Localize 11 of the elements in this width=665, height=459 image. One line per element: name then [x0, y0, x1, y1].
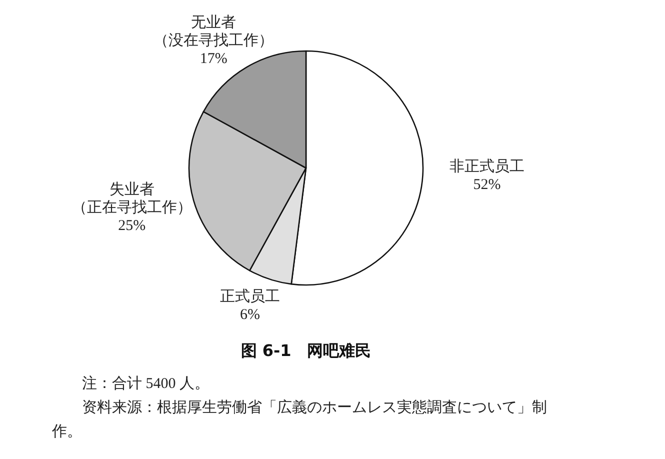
data-label: 25% [118, 218, 146, 234]
data-label: 6% [240, 308, 260, 324]
slice-label: 无业者（没在寻找工作） [154, 14, 274, 50]
text: 图 6-1 网吧难民 [240, 341, 372, 360]
slice-label: 失业者（正在寻找工作） [72, 181, 192, 216]
text: 资料来源：根据厚生劳働省「広義のホームレス実態調査について」制作。 [52, 398, 548, 442]
slice-label: 非正式员工 [449, 158, 524, 176]
text: 注：合计 5400 人。 [81, 374, 210, 394]
data-label: 17% [200, 52, 228, 68]
data-label: 52% [473, 178, 501, 194]
slice-label: 正式员工 [220, 288, 280, 306]
